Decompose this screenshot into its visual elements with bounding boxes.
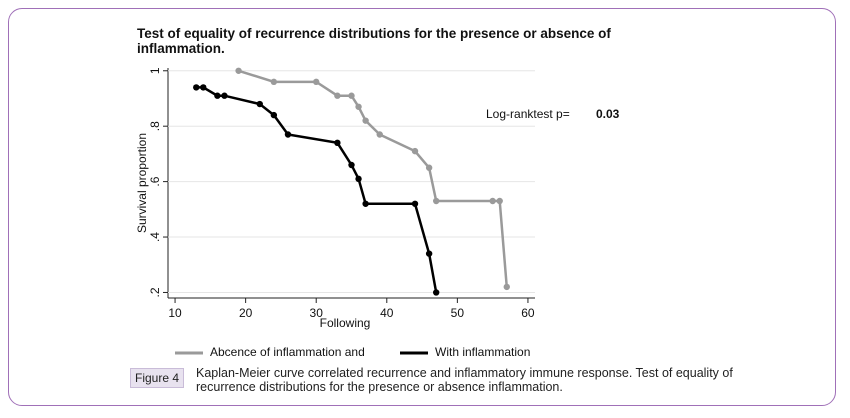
series-point [355,103,362,110]
series-point [221,92,228,99]
series-point [411,147,419,155]
series-point [432,289,440,296]
annotation: Log-ranktest p= [486,107,570,121]
x-tick-label: 60 [521,306,535,320]
series-point [425,164,433,171]
series-point [362,117,369,124]
series-point [348,161,355,169]
figure-caption: Kaplan-Meier curve correlated recurrence… [196,366,733,394]
series-point [270,111,278,119]
series-point [284,131,292,138]
x-axis-label: Following [320,316,371,330]
series-point [334,139,341,147]
y-tick-label: .2 [148,287,162,297]
series-point [362,200,369,207]
series-point [270,78,278,86]
figure-frame [8,8,836,406]
series-point [411,200,419,207]
series-point [376,131,383,138]
x-tick-label: 10 [168,306,182,320]
y-tick-label: .8 [148,121,162,131]
series-point [489,197,496,205]
series-point [503,283,510,291]
series-point [193,84,200,91]
series-point [432,197,440,205]
chart-title: Test of equality of recurrence distribut… [137,26,611,56]
series-point [355,175,362,183]
y-tick-label: 1 [148,67,162,74]
series-point [214,92,221,99]
series-point [200,84,207,91]
x-tick-label: 20 [239,306,253,320]
x-tick-label: 30 [310,306,324,320]
y-tick-label: .4 [148,232,162,242]
figure-label: Figure 4 [130,368,185,388]
x-tick-label: 50 [451,306,465,320]
series-line [238,69,509,288]
annotation-value: 0.03 [596,107,620,121]
y-axis-label: Survival proportion [135,133,149,233]
series-point [256,100,263,108]
series-line [196,86,438,293]
x-tick-label: 40 [380,306,394,320]
series-point [334,92,341,99]
legend-label: With inflammation [435,345,530,359]
legend-label: Abcence of inflammation and [210,345,365,359]
series-point [313,78,320,86]
series-point [235,67,242,74]
series-point [425,250,433,257]
series-point [496,197,503,205]
y-tick-label: .6 [148,176,162,186]
series-point [348,92,355,99]
